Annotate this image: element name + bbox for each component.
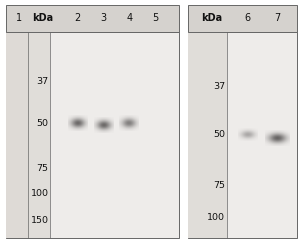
Text: 5: 5 [152, 13, 158, 23]
Text: kDa: kDa [201, 13, 222, 23]
Text: 150: 150 [31, 216, 49, 225]
Bar [188, 5, 297, 32]
Bar [6, 32, 178, 238]
Text: 50: 50 [213, 130, 225, 139]
Text: 1: 1 [16, 13, 22, 23]
Bar [6, 32, 28, 238]
Text: 100: 100 [31, 189, 49, 198]
Text: 100: 100 [207, 213, 225, 222]
Bar [188, 32, 227, 238]
Text: 3: 3 [100, 13, 106, 23]
Text: 37: 37 [36, 77, 49, 86]
Text: 75: 75 [37, 165, 49, 174]
Text: 2: 2 [74, 13, 81, 23]
Bar [6, 32, 50, 238]
Text: 75: 75 [213, 181, 225, 190]
Text: 7: 7 [274, 13, 280, 23]
Text: 37: 37 [213, 82, 225, 91]
Bar [6, 5, 178, 32]
Text: 4: 4 [126, 13, 132, 23]
Text: 50: 50 [37, 119, 49, 128]
Bar [188, 32, 297, 238]
Text: 6: 6 [245, 13, 251, 23]
Text: kDa: kDa [32, 13, 54, 23]
